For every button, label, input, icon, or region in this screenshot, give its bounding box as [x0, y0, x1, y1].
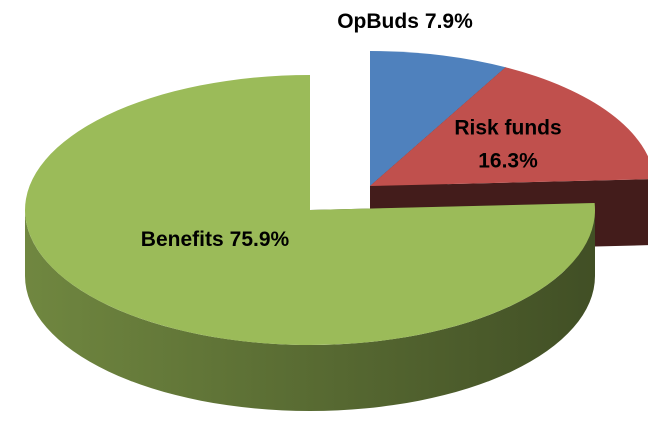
category-label: Risk funds	[454, 117, 561, 140]
value-label: 75.9%	[230, 228, 290, 251]
pie	[25, 51, 648, 411]
slice	[25, 75, 596, 345]
slice	[370, 51, 506, 186]
category-label: Benefits	[141, 228, 224, 251]
slice	[370, 67, 648, 186]
category-label: OpBuds	[337, 10, 419, 33]
value-label: 7.9%	[425, 10, 473, 33]
data-label: Benefits 75.9%	[141, 228, 290, 251]
value-label: 16.3%	[478, 150, 538, 173]
data-label: OpBuds 7.9%	[337, 10, 473, 33]
slice-side	[25, 210, 595, 411]
